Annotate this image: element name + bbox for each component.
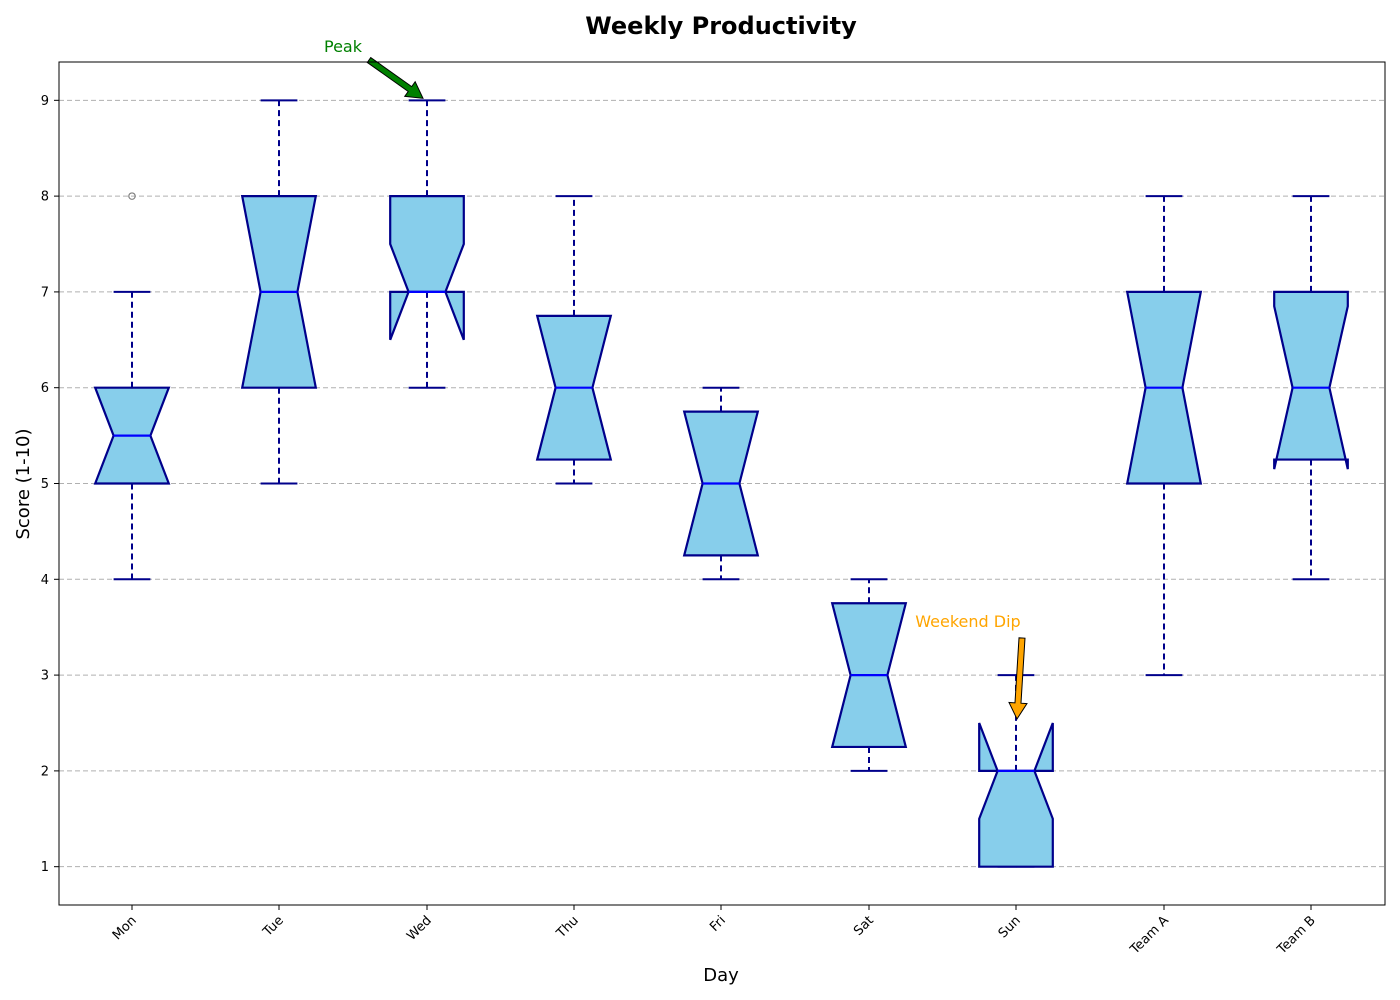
y-tick-label: 5 [41, 477, 49, 492]
box-wed [389, 99, 465, 389]
y-tick-label: 3 [41, 669, 49, 684]
x-tick-label: Fri [707, 913, 729, 935]
x-tick-label: Team A [1127, 913, 1172, 958]
box-sat [830, 578, 908, 772]
notched-box [1273, 290, 1349, 470]
outlier-point [128, 192, 136, 200]
x-tick-label: Sat [851, 913, 877, 939]
x-tick-label: Team B [1274, 913, 1319, 958]
x-tick-label: Mon [110, 913, 140, 943]
x-tick-label: Wed [404, 913, 435, 944]
y-axis-ticks: 1 2 3 4 5 6 7 8 9 [41, 94, 59, 875]
peak-annotation-label: Peak [324, 37, 363, 56]
x-axis-ticks: Mon Tue Wed Thu Fri Sat Sun Team A Team B [110, 905, 1319, 958]
notched-box [389, 195, 465, 341]
box-tue [240, 99, 318, 485]
peak-annotation-arrow [366, 56, 424, 99]
box-thu [535, 195, 613, 485]
box-mon [93, 192, 171, 581]
annotation-layer: Peak Weekend Dip [324, 37, 1028, 721]
chart-title: Weekly Productivity [585, 12, 857, 40]
weekend-dip-annotation-arrow [1008, 637, 1028, 721]
weekend-dip-annotation-label: Weekend Dip [915, 612, 1020, 631]
box-team-b [1273, 195, 1349, 581]
x-axis-label: Day [703, 965, 739, 986]
y-tick-label: 7 [41, 285, 49, 300]
y-tick-label: 1 [41, 860, 49, 875]
notched-box [978, 722, 1054, 868]
box-team-a [1125, 195, 1203, 677]
box-fri [682, 386, 760, 581]
x-tick-label: Sun [996, 913, 1024, 941]
y-tick-label: 4 [41, 573, 49, 588]
y-tick-label: 9 [41, 94, 49, 109]
y-tick-label: 6 [41, 381, 49, 396]
y-tick-label: 2 [41, 764, 49, 779]
y-axis-label: Score (1-10) [13, 428, 34, 539]
x-tick-label: Tue [260, 913, 287, 940]
y-tick-label: 8 [41, 190, 49, 205]
x-tick-label: Thu [553, 913, 582, 942]
box-sun [978, 674, 1054, 868]
box-layer [93, 99, 1349, 868]
